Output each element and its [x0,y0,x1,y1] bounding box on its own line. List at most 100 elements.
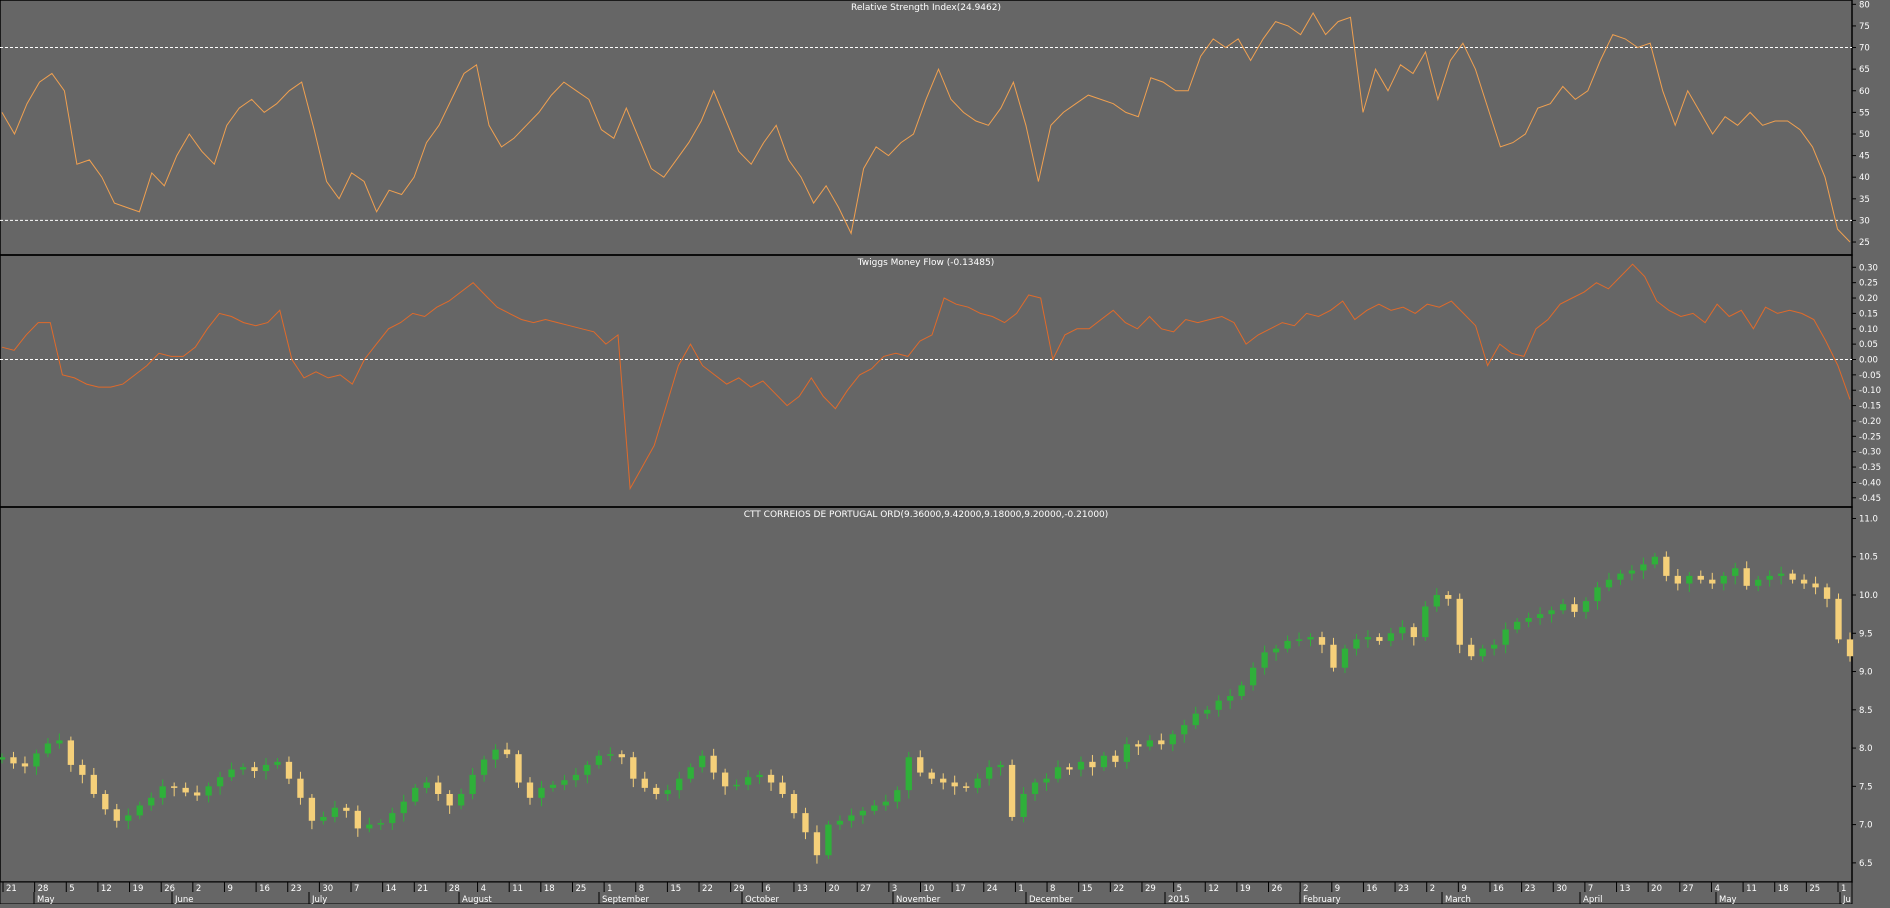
candle-body [216,777,224,787]
x-axis-month-label: May [37,895,55,904]
candle [951,775,958,795]
x-axis-month-label: December [1029,895,1074,904]
candle-body [710,755,717,773]
candle [480,755,488,782]
price-title: CTT CORREIOS DE PORTUGAL ORD(9.36000,9.4… [744,510,1109,520]
candle [1513,617,1521,634]
x-axis-day-label: 26 [1272,884,1283,894]
candle [1582,597,1590,619]
x-axis-day-label: 20 [1651,884,1662,894]
candle [1468,637,1475,661]
candle [1445,591,1452,606]
candle [825,820,832,860]
candle-body [1709,579,1716,584]
candle-body [802,813,809,833]
candle-body [1502,629,1509,645]
price-y-tick-label: 6.5 [1859,859,1873,869]
rsi-y-tick-label: 60 [1859,87,1870,97]
candle-body [1846,639,1854,657]
candle-body [1318,637,1326,645]
money-flow-y-tick-label: -0.15 [1859,402,1881,412]
x-axis-day-label: 29 [1145,884,1156,894]
candle [457,788,465,810]
candle-body [721,772,729,787]
candle-body [1456,598,1463,645]
candle [205,782,212,803]
x-axis-day-label: 13 [797,884,808,894]
candle [10,751,17,769]
candle-body [1227,696,1234,701]
rsi-y-tick-label: 25 [1859,238,1870,248]
candle [331,800,339,823]
candle [56,733,63,749]
x-axis-month-label: 2015 [1168,895,1190,904]
candle-body [400,801,407,814]
x-axis-month-label: February [1303,895,1341,904]
candle-body [1008,764,1016,817]
candle [1307,633,1314,647]
candle-body [343,807,350,811]
candle-body [366,824,373,829]
candle [412,784,419,806]
money-flow-y-tick-label: -0.35 [1859,463,1881,473]
candle [1846,632,1854,662]
x-axis-day-label: 11 [512,884,523,894]
x-axis-day-label: 9 [1335,884,1340,894]
candle [1835,593,1842,644]
candle [1181,719,1188,743]
x-axis-day-label: 27 [860,884,871,894]
money-flow-series-line [1,263,1851,491]
money-flow-y-axis: 0.30 0.25 0.20 0.15 0.10 0.05 0.00 -0.05 -0.10 -0… [1852,263,1881,504]
candle-body [1066,767,1073,770]
candle [1112,750,1119,768]
candle-body [1525,617,1532,622]
candle-body [457,793,465,806]
candle [1238,681,1245,700]
candle [526,777,534,805]
price-y-tick-label: 9.0 [1859,668,1873,678]
candle-body [595,755,603,765]
candle [1732,562,1739,585]
candle-body [1020,793,1027,817]
x-axis-month-label: July [311,895,327,904]
candle [90,767,97,798]
candle [1777,566,1785,585]
candle-body [1594,587,1601,602]
x-axis-month-label: September [602,895,649,904]
candle-body [1536,614,1544,618]
candle [228,762,235,781]
candle [503,742,511,759]
candle [102,790,109,815]
candle [251,761,258,778]
x-axis-month-label: March [1445,895,1471,904]
candle-body [825,824,832,856]
candle [274,758,281,769]
candle-body [0,757,6,760]
candle-body [1422,606,1429,638]
money-flow-y-tick-label: -0.40 [1859,478,1881,488]
candle-body [549,784,557,788]
candle-body [848,815,855,821]
x-axis-day-label: 23 [1525,884,1536,894]
candle [676,771,683,799]
money-flow-y-tick-label: 0.20 [1859,294,1878,304]
candle-body [1686,575,1693,584]
candle [1261,645,1268,675]
candle-body [285,761,293,779]
candle [1341,644,1349,674]
money-flow-y-tick-label: 0.05 [1859,340,1878,350]
candle-body [1089,761,1096,768]
candle [756,771,763,785]
x-axis-day-label: 12 [1208,884,1219,894]
candle [721,768,729,795]
x-axis-day-label: 9 [1461,884,1466,894]
x-axis-day-label: 20 [829,884,840,894]
candle [710,748,717,780]
candle [1100,751,1108,772]
x-axis-day-label: 17 [955,884,966,894]
candle [894,786,901,809]
candle-body [1341,648,1349,668]
x-axis-day-label: 6 [765,884,770,894]
candle-body [1582,601,1590,612]
candle [21,756,29,774]
